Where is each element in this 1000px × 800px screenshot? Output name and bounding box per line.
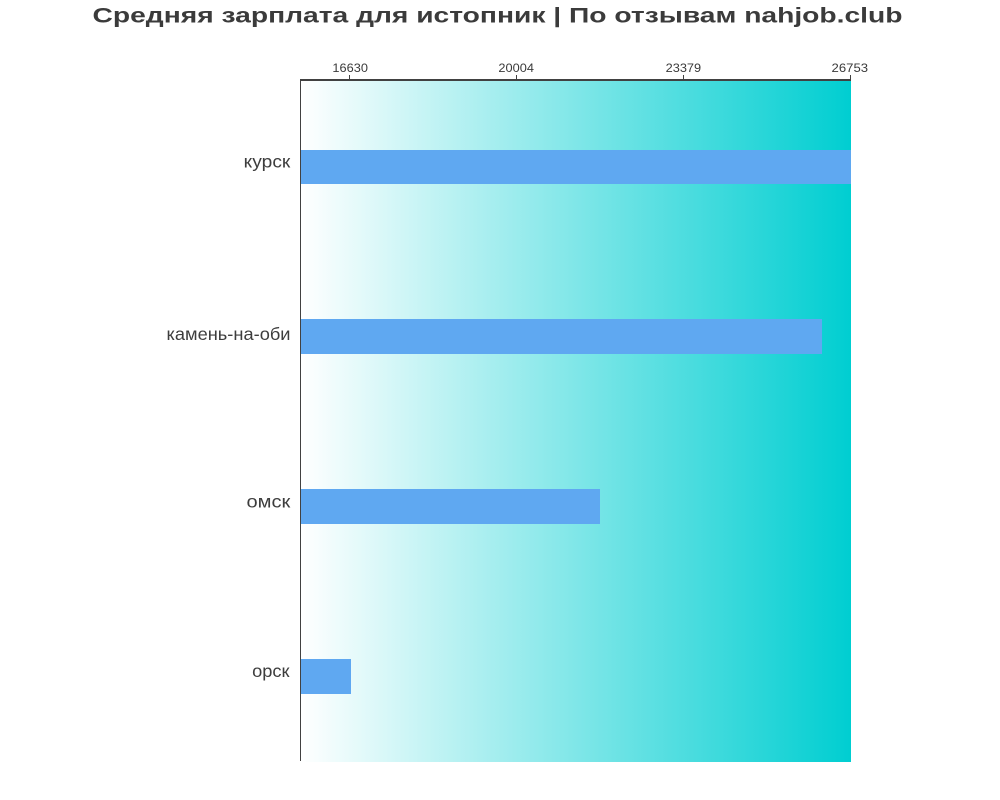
svg-text:омск: омск [247,491,291,511]
svg-text:20004: 20004 [498,62,534,75]
svg-text:Средняя зарплата для истопник: Средняя зарплата для истопник | По отзыв… [93,5,903,28]
svg-text:курск: курск [244,151,291,171]
svg-text:23379: 23379 [666,62,702,75]
svg-text:орск: орск [252,661,290,681]
svg-text:26753: 26753 [832,62,869,75]
svg-text:камень-на-оби: камень-на-оби [167,324,291,344]
svg-text:16630: 16630 [332,62,368,75]
